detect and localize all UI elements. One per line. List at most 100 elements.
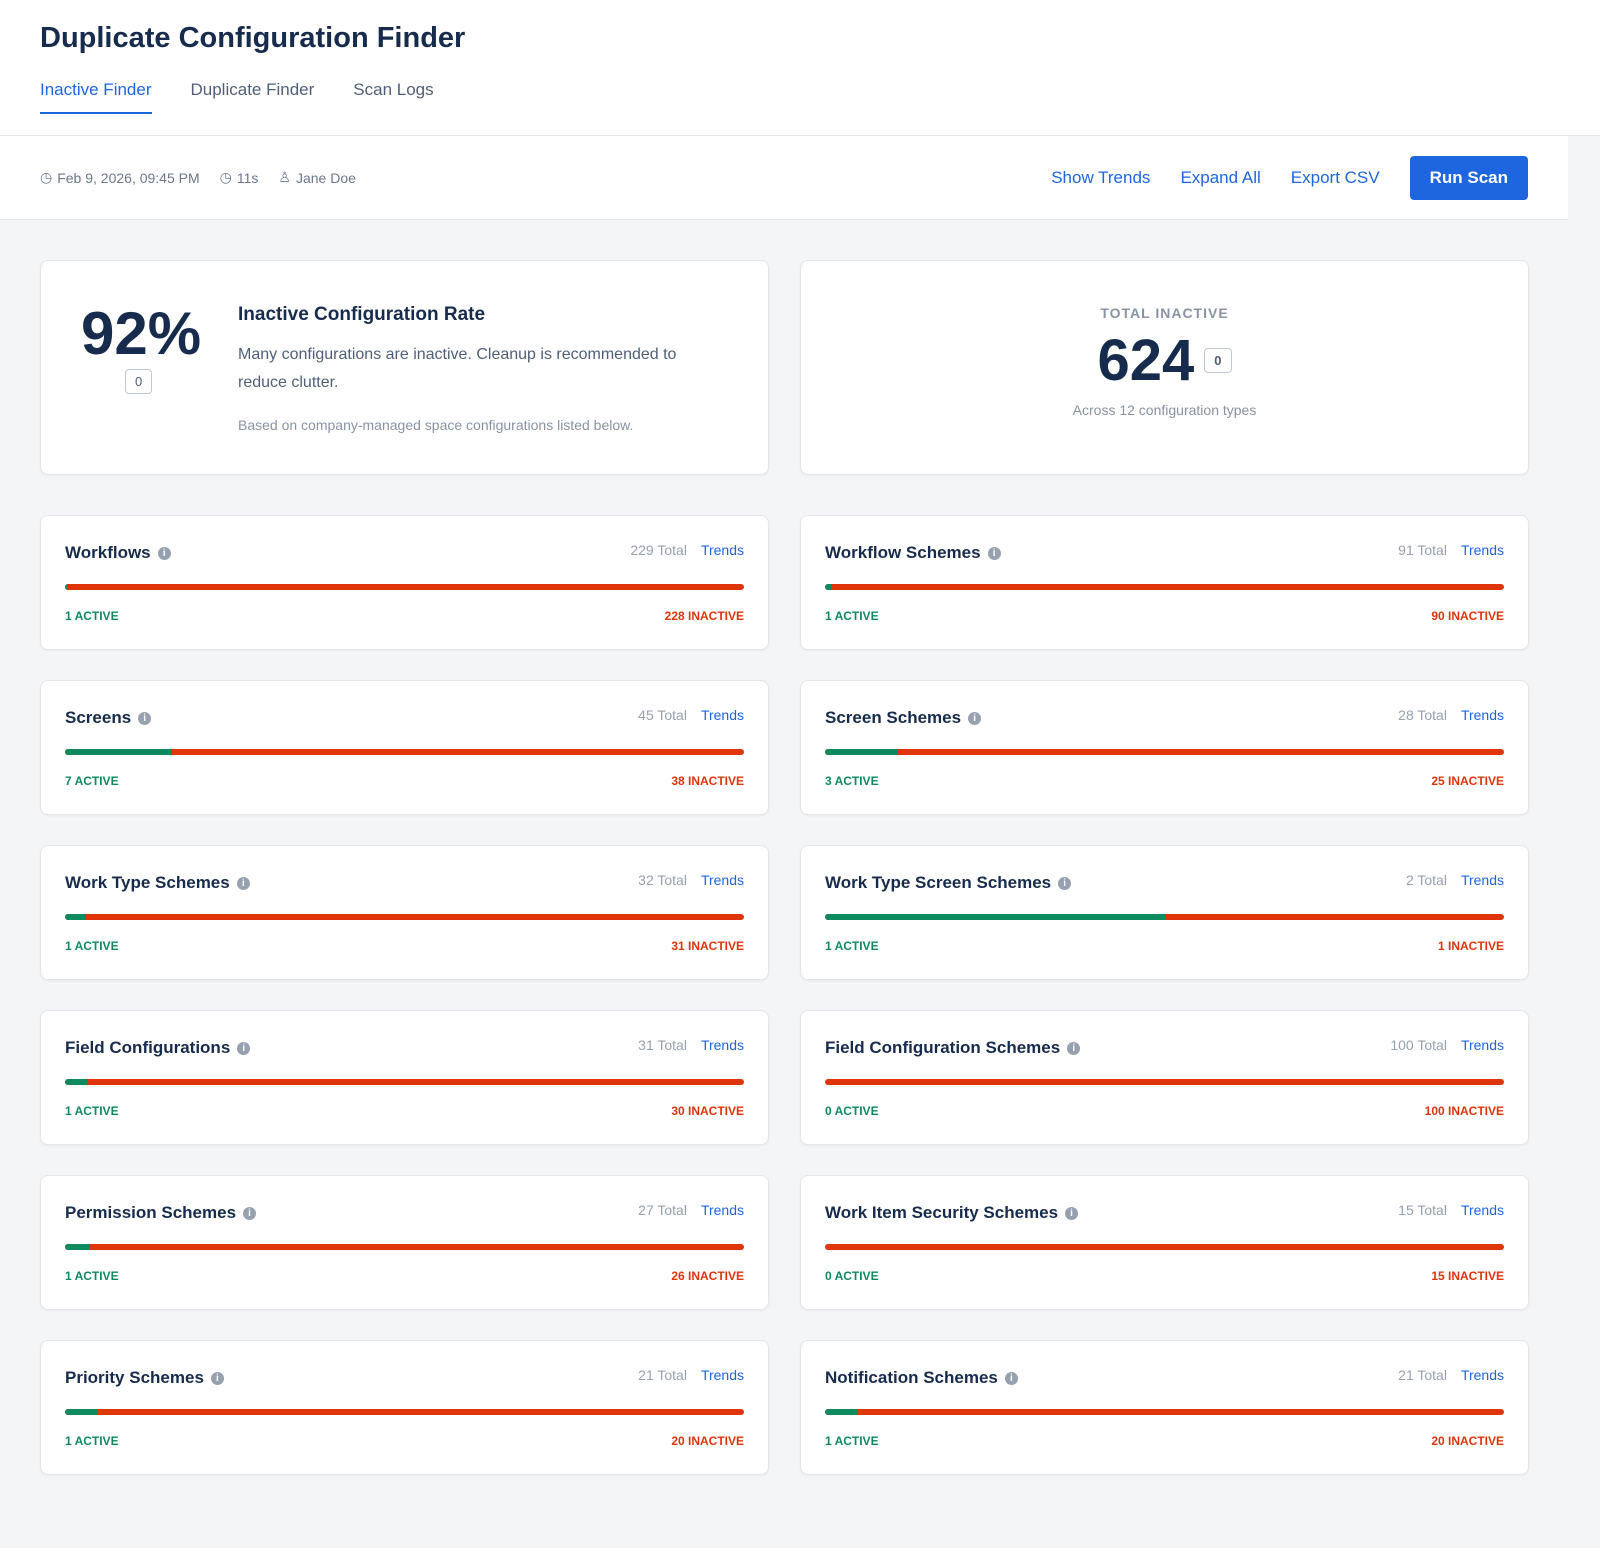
active-bar-fill <box>825 584 833 590</box>
info-icon[interactable]: i <box>243 1206 257 1220</box>
config-name: Notification Schemes <box>825 1368 998 1387</box>
active-count: 1 ACTIVE <box>65 1104 119 1118</box>
inactive-rate-title: Inactive Configuration Rate <box>238 304 486 325</box>
show-trends-button[interactable]: Show Trends <box>1051 167 1151 187</box>
inactive-count: 90 INACTIVE <box>1431 609 1504 623</box>
trends-link[interactable]: Trends <box>700 872 744 888</box>
trends-link[interactable]: Trends <box>1460 872 1504 888</box>
info-icon[interactable]: i <box>138 711 152 725</box>
active-inactive-bar <box>825 1079 1504 1085</box>
config-name: Work Item Security Schemes <box>825 1203 1059 1222</box>
active-bar-fill <box>65 914 87 920</box>
info-icon[interactable]: i <box>1058 876 1072 890</box>
config-name: Workflows <box>65 543 151 562</box>
active-inactive-bar <box>65 1244 744 1250</box>
trends-link[interactable]: Trends <box>700 707 744 723</box>
active-inactive-bar <box>825 749 1504 755</box>
trends-link[interactable]: Trends <box>700 1202 744 1218</box>
config-card: Workflows i 229 Total Trends 1 ACTIVE 228 … <box>40 515 769 650</box>
config-card: Permission Schemes i 27 Total Trends 1 ACT… <box>40 1175 769 1310</box>
trends-link[interactable]: Trends <box>700 542 744 558</box>
info-icon[interactable]: i <box>987 546 1001 560</box>
config-card: Priority Schemes i 21 Total Trends 1 ACTIV… <box>40 1340 769 1475</box>
total-inactive-subtitle: Across 12 configuration types <box>1072 402 1257 418</box>
inactive-rate-card: 92% 0 Inactive Configuration Rate Many c… <box>40 260 769 475</box>
config-name: Work Type Screen Schemes <box>825 873 1052 892</box>
scan-duration: 11s <box>236 169 259 186</box>
trends-link[interactable]: Trends <box>1460 1367 1504 1383</box>
timer-icon: ◷ <box>219 169 232 185</box>
config-card: Work Item Security Schemes i 15 Total Tren… <box>800 1175 1529 1310</box>
expand-all-button[interactable]: Expand All <box>1180 167 1261 187</box>
scan-timestamp: Feb 9, 2026, 09:45 PM <box>57 169 200 186</box>
active-inactive-bar <box>65 1409 744 1415</box>
inactive-count: 20 INACTIVE <box>1431 1434 1504 1448</box>
total-inactive-label: TOTAL INACTIVE <box>1100 305 1229 321</box>
info-icon[interactable]: i <box>210 1371 224 1385</box>
active-count: 1 ACTIVE <box>65 1434 119 1448</box>
inactive-count: 20 INACTIVE <box>671 1434 744 1448</box>
tab-scan-logs[interactable]: Scan Logs <box>353 80 434 99</box>
trends-link[interactable]: Trends <box>700 1037 744 1053</box>
config-name: Workflow Schemes <box>825 543 981 562</box>
config-card: Notification Schemes i 21 Total Trends 1 A… <box>800 1340 1529 1475</box>
tab-inactive-finder[interactable]: Inactive Finder <box>40 80 152 114</box>
scan-user: Jane Doe <box>295 169 356 186</box>
config-total: 45 Total <box>638 707 687 723</box>
info-icon[interactable]: i <box>1067 1041 1081 1055</box>
config-total: 21 Total <box>1398 1367 1447 1383</box>
active-count: 1 ACTIVE <box>825 1434 879 1448</box>
active-inactive-bar <box>825 1244 1504 1250</box>
config-total: 91 Total <box>1398 542 1447 558</box>
active-inactive-bar <box>825 914 1504 920</box>
tab-duplicate-finder[interactable]: Duplicate Finder <box>190 80 315 99</box>
config-name: Priority Schemes <box>65 1368 204 1387</box>
info-icon[interactable]: i <box>1065 1206 1079 1220</box>
trends-link[interactable]: Trends <box>700 1367 744 1383</box>
config-total: 229 Total <box>630 542 687 558</box>
inactive-count: 25 INACTIVE <box>1431 774 1504 788</box>
info-icon[interactable]: i <box>1004 1371 1018 1385</box>
active-count: 7 ACTIVE <box>65 774 119 788</box>
config-total: 15 Total <box>1398 1202 1447 1218</box>
active-bar-fill <box>65 1409 98 1415</box>
active-count: 0 ACTIVE <box>825 1104 879 1118</box>
config-card: Field Configuration Schemes i 100 Total Tr… <box>800 1010 1529 1145</box>
page-header: Duplicate Configuration Finder Inactive … <box>0 0 1600 136</box>
info-icon[interactable]: i <box>236 876 250 890</box>
active-inactive-bar <box>65 584 744 590</box>
config-card: Workflow Schemes i 91 Total Trends 1 ACTIV… <box>800 515 1529 650</box>
active-bar-fill <box>825 914 1165 920</box>
trends-link[interactable]: Trends <box>1460 542 1504 558</box>
config-total: 21 Total <box>638 1367 687 1383</box>
info-icon[interactable]: i <box>237 1041 251 1055</box>
info-icon[interactable]: i <box>157 546 171 560</box>
run-scan-button[interactable]: Run Scan <box>1409 155 1528 200</box>
config-total: 2 Total <box>1405 872 1447 888</box>
inactive-count: 31 INACTIVE <box>671 939 744 953</box>
active-count: 1 ACTIVE <box>65 609 119 623</box>
trends-link[interactable]: Trends <box>1460 1202 1504 1218</box>
total-badge: 0 <box>1204 348 1232 373</box>
active-bar-fill <box>65 1244 91 1250</box>
inactive-count: 100 INACTIVE <box>1424 1104 1504 1118</box>
info-icon[interactable]: i <box>968 711 982 725</box>
active-count: 1 ACTIVE <box>65 1269 119 1283</box>
config-card: Screens i 45 Total Trends 7 ACTIVE 38 INAC… <box>40 680 769 815</box>
active-inactive-bar <box>65 1079 744 1085</box>
active-bar-fill <box>65 584 68 590</box>
config-card: Screen Schemes i 28 Total Trends 3 ACTIVE … <box>800 680 1529 815</box>
trends-link[interactable]: Trends <box>1460 707 1504 723</box>
config-name: Field Configuration Schemes <box>825 1038 1061 1057</box>
config-total: 32 Total <box>638 872 687 888</box>
active-bar-fill <box>825 749 898 755</box>
config-total: 100 Total <box>1390 1037 1447 1053</box>
export-csv-button[interactable]: Export CSV <box>1290 167 1380 187</box>
inactive-count: 1 INACTIVE <box>1437 939 1504 953</box>
total-inactive-card: TOTAL INACTIVE 624 0 Across 12 configurat… <box>800 260 1529 475</box>
config-name: Field Configurations <box>65 1038 231 1057</box>
inactive-count: 228 INACTIVE <box>664 609 744 623</box>
trends-link[interactable]: Trends <box>1460 1037 1504 1053</box>
total-inactive-value: 624 <box>1097 328 1195 393</box>
active-count: 1 ACTIVE <box>825 609 879 623</box>
